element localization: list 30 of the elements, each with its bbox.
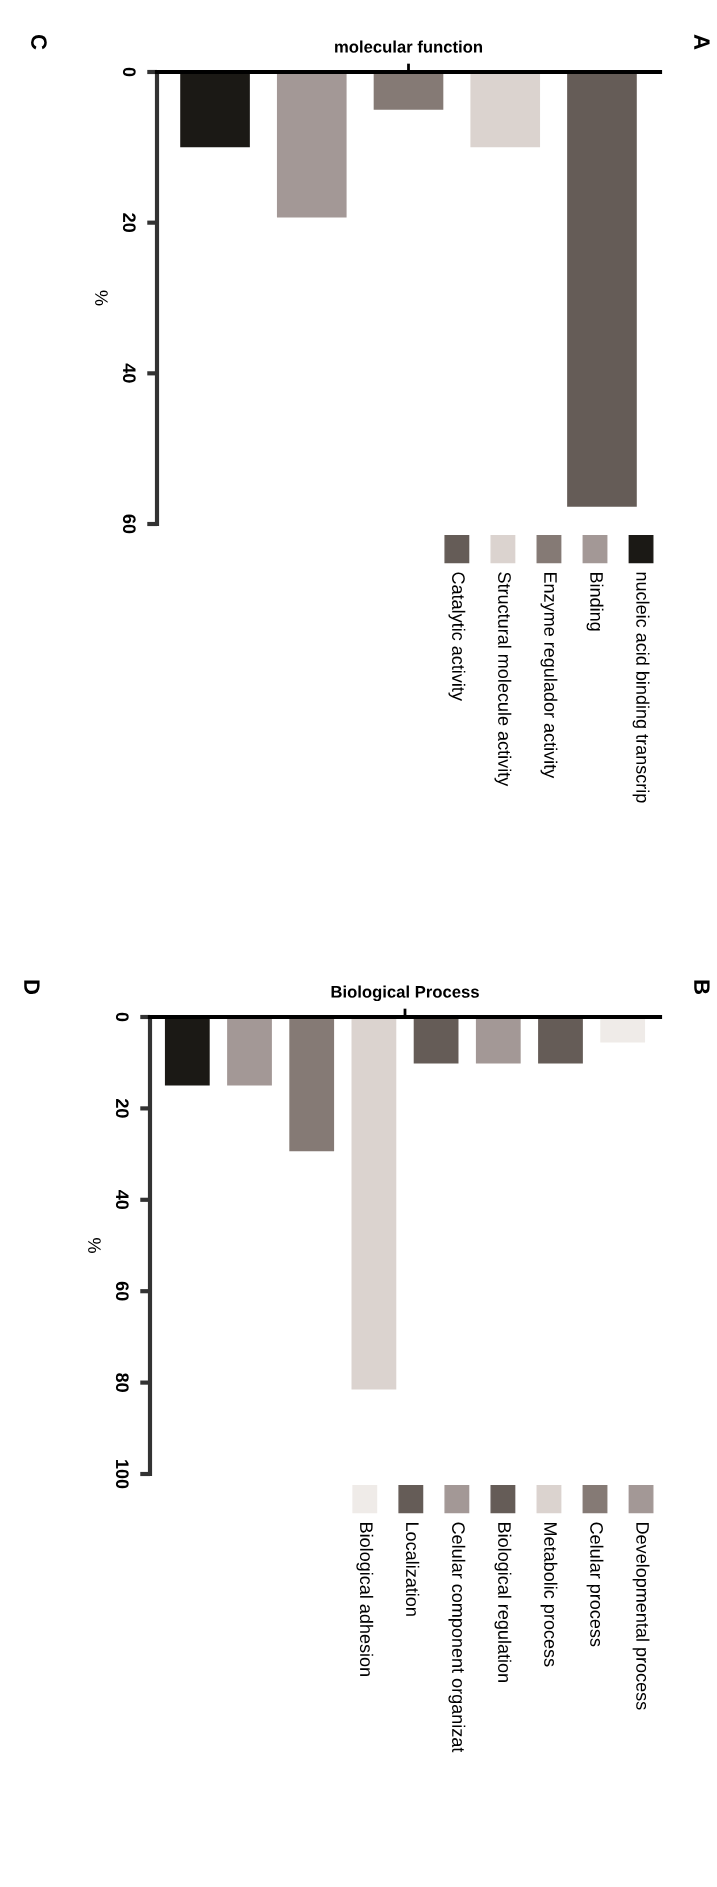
- legend-label: Binding: [586, 572, 604, 631]
- legend-label: Structural molecule activity: [494, 572, 512, 787]
- y-tick-label: 80: [115, 1373, 129, 1392]
- legend-label: Enzyme regulador activity: [540, 572, 558, 779]
- y-tick-label: 60: [115, 1281, 129, 1301]
- y-tick-label: 0: [122, 67, 136, 77]
- legend-label: Celular process: [586, 1522, 604, 1647]
- legend-label: Biological regulation: [494, 1523, 512, 1682]
- text: B: [694, 980, 710, 995]
- legend-label: Metabolic process: [540, 1523, 558, 1667]
- y-tick-label: 100: [115, 1460, 129, 1489]
- text: C: [31, 34, 47, 50]
- legend-label: Localization: [405, 1523, 420, 1616]
- legend-label: Developmental process: [632, 1523, 650, 1710]
- y-tick-label: 40: [122, 363, 136, 383]
- text: D: [24, 980, 40, 995]
- legend-label: Biological adhesion: [356, 1523, 374, 1676]
- y-tick-label: 40: [115, 1190, 129, 1210]
- chart-title: molecular function: [335, 40, 483, 53]
- chart-title: Biological Process: [331, 985, 479, 1002]
- y-axis-title: %: [95, 290, 108, 306]
- legend-label: Celular component organizat: [448, 1522, 466, 1753]
- y-tick-label: 20: [115, 1098, 129, 1118]
- legend-label: nucleic acid binding transcrip: [632, 572, 650, 803]
- y-tick-label: 60: [122, 514, 136, 534]
- y-tick-label: 0: [115, 1012, 129, 1022]
- legend-label: Catalytic activity: [448, 572, 466, 701]
- y-tick-label: 20: [122, 213, 136, 232]
- y-axis-title: %: [88, 1238, 101, 1253]
- text: A: [694, 34, 710, 50]
